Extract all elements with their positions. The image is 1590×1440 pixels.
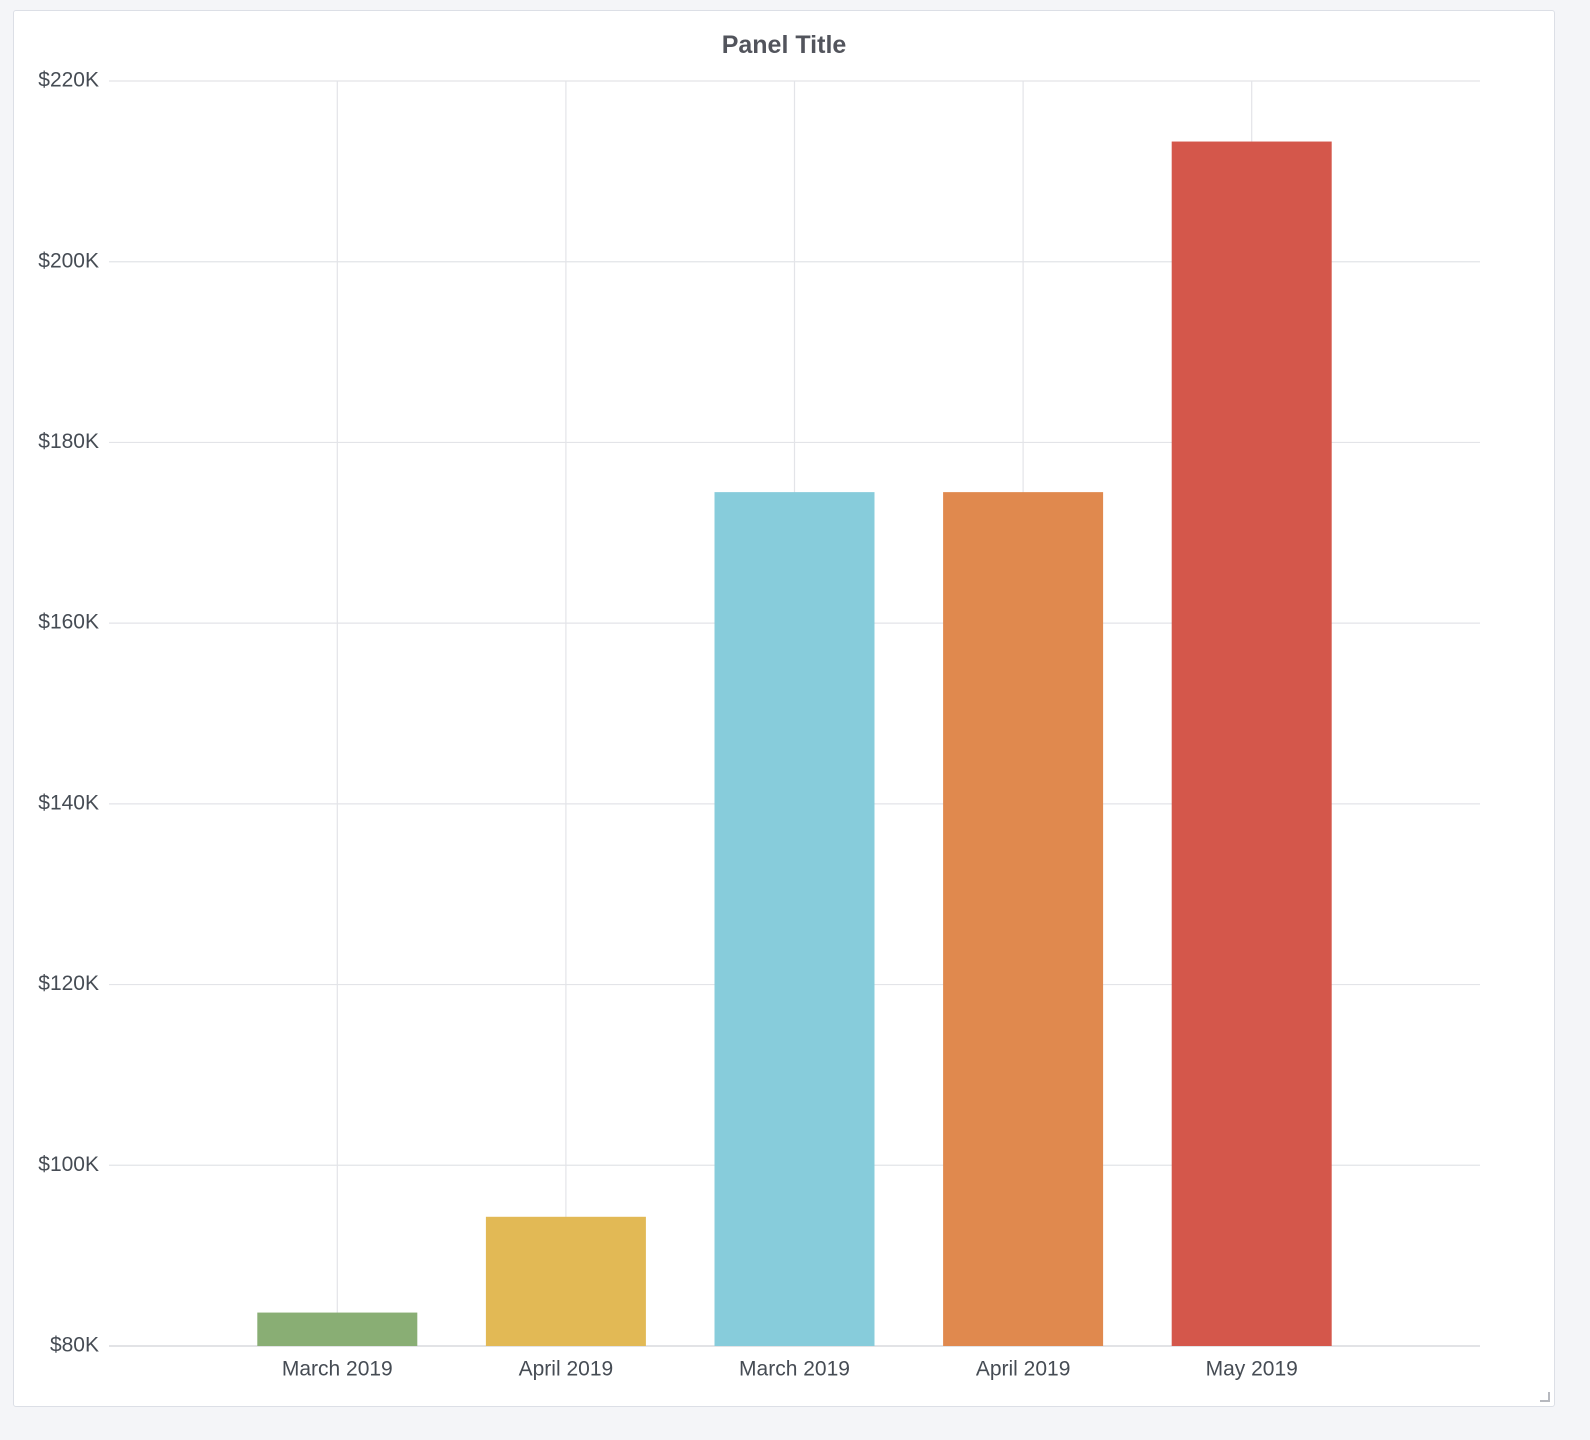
x-tick-label: March 2019: [282, 1358, 393, 1381]
bars: [257, 141, 1332, 1346]
bar: [714, 492, 875, 1346]
y-tick-label: $180K: [38, 430, 99, 453]
bar: [943, 492, 1104, 1346]
y-tick-label: $160K: [38, 611, 99, 634]
panel-title[interactable]: Panel Title: [721, 31, 847, 59]
y-tick-label: $140K: [38, 791, 99, 814]
y-tick-label: $200K: [38, 249, 99, 272]
bar: [485, 1216, 646, 1346]
x-axis-ticks: March 2019 April 2019 March 2019 April 2019…: [282, 1358, 1298, 1381]
bar: [257, 1312, 418, 1346]
y-tick-label: $220K: [38, 69, 99, 92]
x-tick-label: March 2019: [739, 1358, 850, 1381]
x-tick-label: April 2019: [519, 1358, 614, 1381]
x-tick-label: May 2019: [1206, 1358, 1298, 1381]
y-tick-label: $120K: [38, 972, 99, 995]
bar-chart: $80K$100K$120K$140K$160K$180K$200K$220K …: [38, 69, 1480, 1381]
bar: [1171, 141, 1332, 1346]
chart-panel: Panel Title $80K $100K $120K $140K $160K $180…: [13, 10, 1555, 1407]
y-tick-label: $80K: [50, 1334, 99, 1357]
resize-handle-icon[interactable]: [1540, 1392, 1550, 1402]
y-axis-ticks: $80K $100K $120K $140K $160K $180K $200K $220K: [38, 69, 99, 1357]
x-tick-label: April 2019: [976, 1358, 1071, 1381]
y-tick-label: $100K: [38, 1153, 99, 1176]
